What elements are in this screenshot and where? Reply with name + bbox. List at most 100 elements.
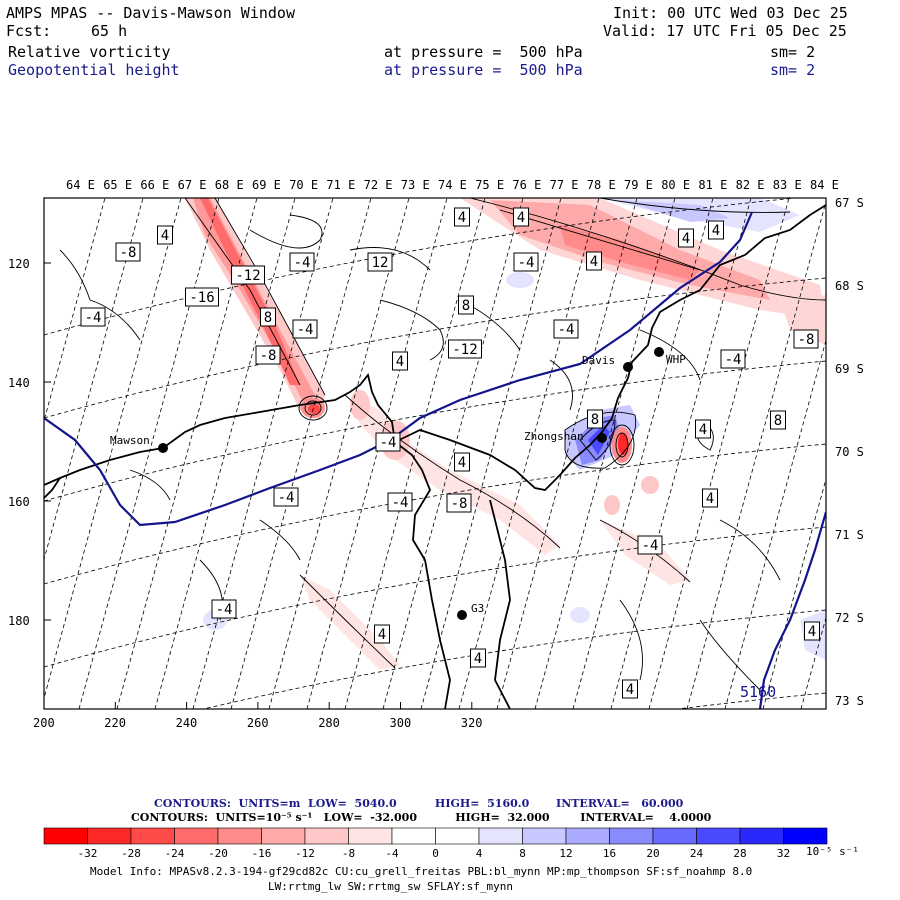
colorbar-label: 28	[733, 847, 746, 860]
latitude-label: 70 S	[835, 445, 864, 459]
colorbar-labels: -32 -28 -24 -20 -16 -12 -8 -4 0 4 8 12 16 20 24 28 32	[78, 847, 791, 860]
contour-label: -12	[452, 342, 477, 358]
field1-level: at pressure = 500 hPa	[384, 43, 583, 61]
contour-label: 4	[474, 651, 482, 667]
longitude-label: 78 E	[587, 178, 616, 192]
longitude-label: 68 E	[215, 178, 244, 192]
right-latitude-labels: 67 S 68 S 69 S 70 S 71 S 72 S 73 S	[835, 196, 864, 708]
contour-label: 4	[706, 491, 714, 507]
longitude-label: 79 E	[624, 178, 653, 192]
colorbar-cell	[739, 827, 784, 845]
colorbar	[43, 827, 828, 845]
colorbar-cell	[391, 827, 436, 845]
vorticity-contour-info: CONTOURS: UNITS=10⁻⁵ s⁻¹ LOW= -32.000 HI…	[131, 811, 712, 824]
longitude-label: 67 E	[178, 178, 207, 192]
colorbar-cell	[609, 827, 654, 845]
contour-label-box	[273, 487, 299, 507]
y-tick-label: 160	[8, 495, 30, 509]
plot-title: AMPS MPAS -- Davis-Mawson Window	[6, 4, 295, 22]
contour-label-box	[231, 265, 265, 285]
longitude-label: 83 E	[773, 178, 802, 192]
contour-label-box	[770, 410, 786, 430]
latitude-label: 73 S	[835, 694, 864, 708]
contour-label-box	[458, 295, 474, 315]
contour-label-box	[470, 648, 486, 668]
contour-label-box	[374, 624, 390, 644]
station-label-zhongshan: Zhongshan	[524, 430, 584, 443]
field2-sm: sm= 2	[770, 61, 816, 79]
longitude-label: 71 E	[326, 178, 355, 192]
contour-label: -12	[235, 268, 260, 284]
colorbar-cell	[304, 827, 349, 845]
contour-label: -4	[518, 255, 535, 271]
field2-level: at pressure = 500 hPa	[384, 61, 583, 79]
contour-label: -4	[642, 538, 659, 554]
colorbar-cell	[435, 827, 480, 845]
color-scale: -32 -28 -24 -20 -16 -12 -8 -4 0 4 8 12 16 20 24 28 32 10…	[43, 827, 859, 860]
field2-name: Geopotential height	[8, 61, 180, 79]
contour-label: -8	[120, 245, 137, 261]
longitude-label: 74 E	[438, 178, 467, 192]
colorbar-cell	[522, 827, 567, 845]
latitude-label: 71 S	[835, 528, 864, 542]
colorbar-cell	[217, 827, 262, 845]
colorbar-cell	[478, 827, 523, 845]
longitude-label: 64 E	[66, 178, 95, 192]
longitude-label: 76 E	[512, 178, 541, 192]
contour-label-box	[387, 492, 413, 512]
colorbar-cell	[783, 827, 828, 845]
contour-label: 4	[458, 210, 466, 226]
contour-label: -4	[85, 310, 102, 326]
contour-label: -8	[451, 496, 468, 512]
longitude-label: 81 E	[698, 178, 727, 192]
contour-label-box	[115, 242, 141, 262]
contour-label: 4	[378, 627, 386, 643]
contour-label-box	[454, 207, 470, 227]
contour-label: 4	[699, 422, 707, 438]
colorbar-cell	[130, 827, 175, 845]
x-tick-label: 260	[247, 716, 269, 730]
latitude-label: 68 S	[835, 279, 864, 293]
contour-label: -4	[216, 602, 233, 618]
contour-label-box	[553, 319, 579, 339]
contour-label-box	[392, 351, 408, 371]
contour-label: 8	[462, 298, 470, 314]
contour-label: 4	[590, 254, 598, 270]
top-longitude-labels: 64 E 65 E 66 E 67 E 68 E 69 E 70 E 71 E 72 E 73 E…	[66, 178, 839, 192]
x-axis-ticks: 200 220 240 260 280 300 320	[33, 702, 482, 730]
latitude-label: 72 S	[835, 611, 864, 625]
model-info-physics: LW:rrtmg_lw SW:rrtmg_sw SFLAY:sf_mynn	[268, 880, 514, 893]
contour-label-box	[695, 419, 711, 439]
colorbar-label: 32	[777, 847, 790, 860]
colorbar-label: -32	[78, 847, 98, 860]
geopotential-contours	[44, 211, 826, 709]
contour-label: -16	[189, 290, 214, 306]
field1-sm: sm= 2	[770, 43, 816, 61]
contour-label-box	[367, 252, 393, 272]
longitude-label: 75 E	[475, 178, 504, 192]
contour-label-box	[157, 225, 173, 245]
colorbar-cell	[652, 827, 697, 845]
contour-label: 8	[774, 413, 782, 429]
x-tick-label: 320	[461, 716, 483, 730]
longitude-label: 72 E	[364, 178, 393, 192]
colorbar-cell	[174, 827, 219, 845]
colorbar-label: 12	[559, 847, 572, 860]
colorbar-label: 0	[432, 847, 439, 860]
colorbar-cell	[43, 827, 88, 845]
contour-label: -4	[558, 322, 575, 338]
colorbar-label: 20	[646, 847, 659, 860]
init-time: Init: 00 UTC Wed 03 Dec 25	[613, 4, 848, 22]
station-label-davis: Davis	[582, 354, 615, 367]
contour-label-box	[637, 535, 663, 555]
height-contour-info: CONTOURS: UNITS=m LOW= 5040.0 HIGH= 5160…	[154, 797, 684, 810]
y-tick-label: 120	[8, 257, 30, 271]
valid-time: Valid: 17 UTC Fri 05 Dec 25	[603, 22, 847, 40]
contour-label: -8	[798, 332, 815, 348]
vorticity-shading	[185, 198, 826, 670]
contour-label: 4	[396, 354, 404, 370]
colorbar-cell	[87, 827, 132, 845]
x-tick-label: 240	[176, 716, 198, 730]
contour-label: -4	[725, 352, 742, 368]
